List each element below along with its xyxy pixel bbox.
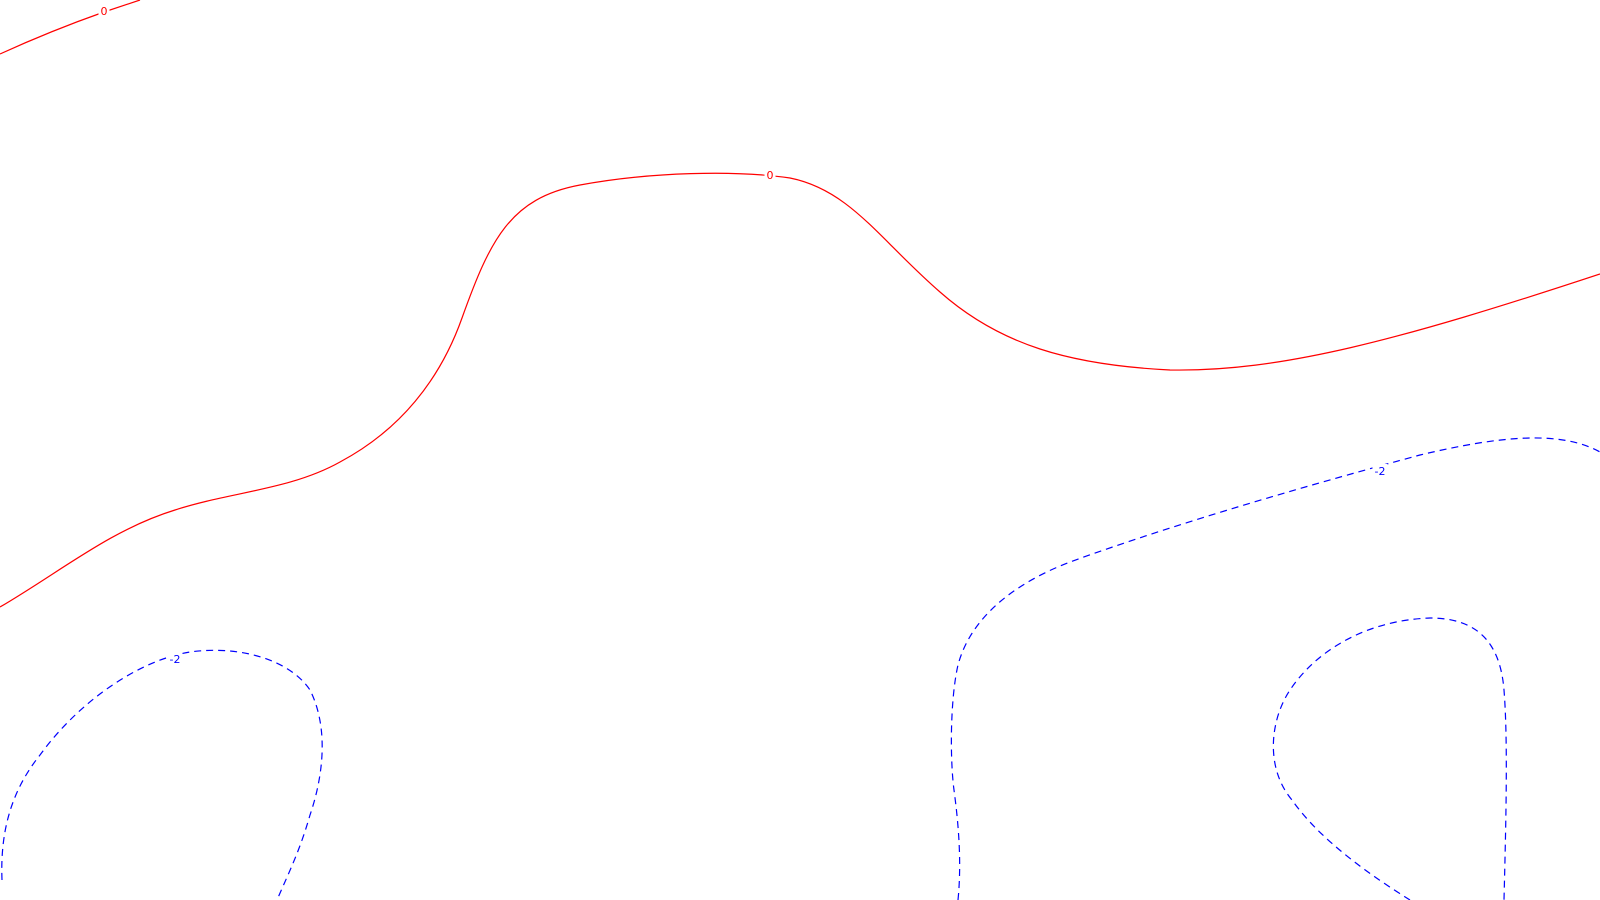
- contour-label-mask: [764, 168, 776, 183]
- contour-line-zero-main: [0, 172, 1600, 608]
- contour-label-mask: [98, 4, 110, 19]
- contour-label-mask: [1372, 464, 1388, 479]
- contour-label-zero-corner: 0: [101, 5, 108, 18]
- contour-line-neg2-right: [1272, 617, 1507, 900]
- contour-label-neg2-left: -2: [170, 653, 181, 666]
- contour-line-neg2-left: [1, 649, 323, 900]
- contour-label-mask: [167, 652, 183, 667]
- contour-label-neg2-center: -2: [1375, 465, 1386, 478]
- contour-line-neg2-center: [950, 437, 1600, 900]
- contour-label-zero-main: 0: [767, 169, 774, 182]
